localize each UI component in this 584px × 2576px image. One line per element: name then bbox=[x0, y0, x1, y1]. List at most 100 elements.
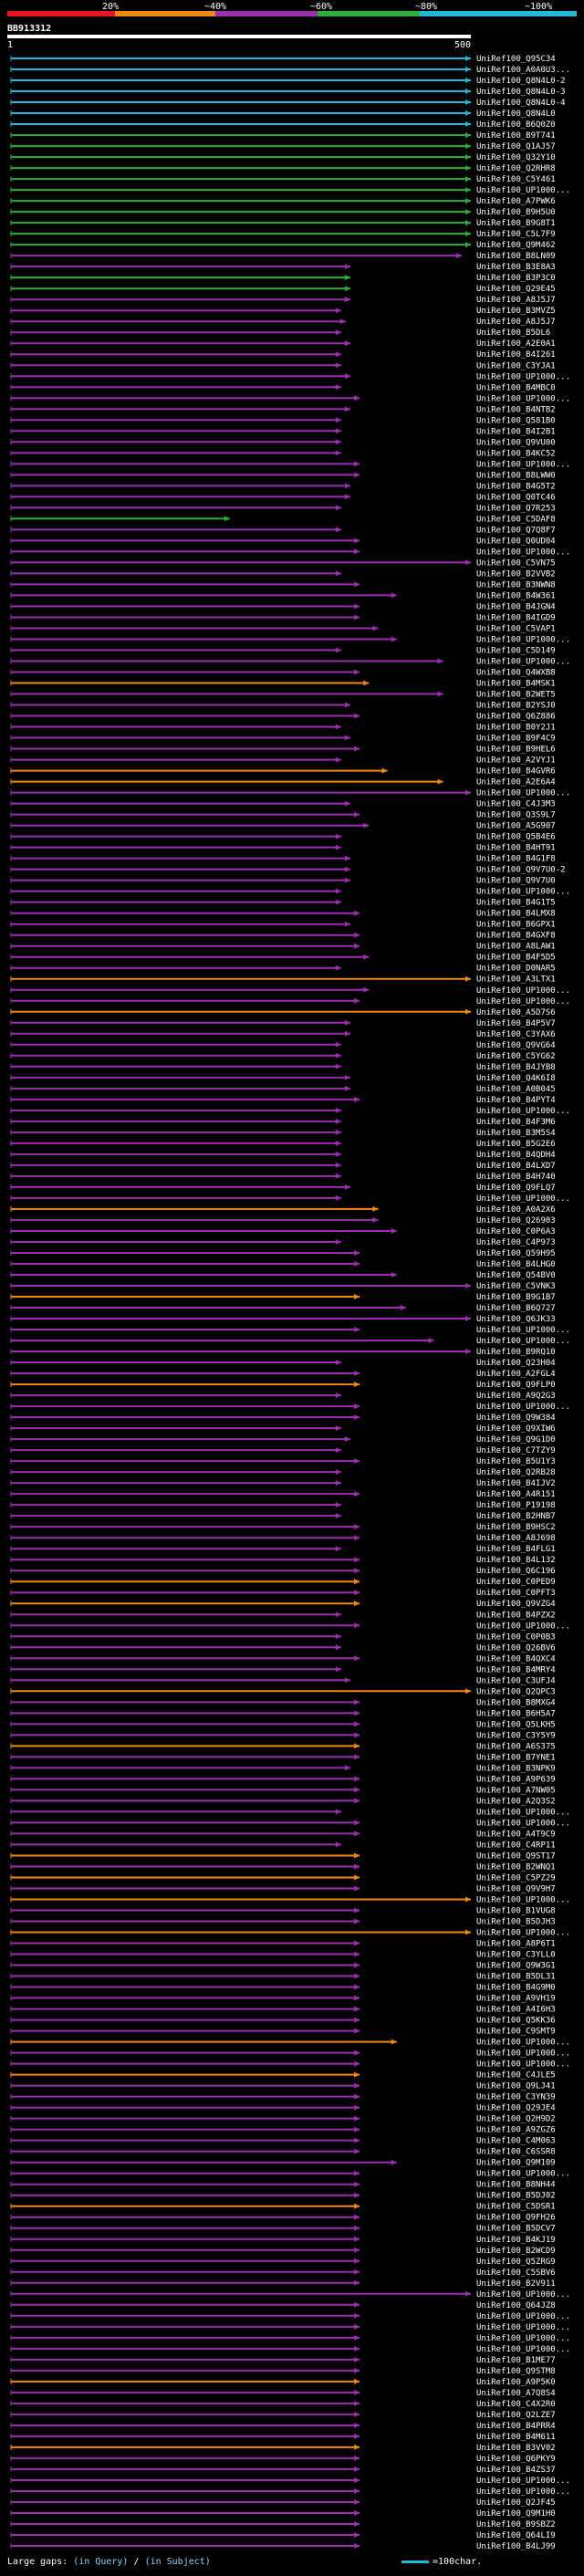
hit-label-179[interactable]: UniRef100_Q5KK36 bbox=[476, 2017, 556, 2026]
hit-label-223[interactable]: UniRef100_Q2JF45 bbox=[476, 2498, 556, 2508]
hit-label-227[interactable]: UniRef100_B4LJ99 bbox=[476, 2542, 556, 2551]
hit-label-105[interactable]: UniRef100_A0A2X6 bbox=[476, 1205, 556, 1215]
hit-label-116[interactable]: UniRef100_UP1000... bbox=[476, 1326, 570, 1335]
hit-label-176[interactable]: UniRef100_B4G9M0 bbox=[476, 1984, 556, 1993]
hit-label-66[interactable]: UniRef100_A2E6A4 bbox=[476, 778, 556, 787]
hit-label-22[interactable]: UniRef100_A8J5J7 bbox=[476, 296, 556, 305]
hit-label-55[interactable]: UniRef100_UP1000... bbox=[476, 657, 570, 666]
hit-label-208[interactable]: UniRef100_UP1000... bbox=[476, 2334, 570, 2343]
hit-label-189[interactable]: UniRef100_A9ZGZ6 bbox=[476, 2126, 556, 2135]
hit-label-98[interactable]: UniRef100_B3M5S4 bbox=[476, 1129, 556, 1138]
hit-label-71[interactable]: UniRef100_Q5B4E6 bbox=[476, 833, 556, 842]
hit-label-186[interactable]: UniRef100_C3YN39 bbox=[476, 2093, 556, 2102]
hit-label-81[interactable]: UniRef100_A8LAW1 bbox=[476, 943, 556, 952]
hit-label-61[interactable]: UniRef100_B0Y2J1 bbox=[476, 724, 556, 733]
hit-label-76[interactable]: UniRef100_UP1000... bbox=[476, 888, 570, 897]
hit-label-100[interactable]: UniRef100_B4QDH4 bbox=[476, 1151, 556, 1160]
hit-label-214[interactable]: UniRef100_C4X2R0 bbox=[476, 2400, 556, 2409]
hit-label-15[interactable]: UniRef100_B9G8T1 bbox=[476, 219, 556, 228]
hit-label-92[interactable]: UniRef100_B4JYB8 bbox=[476, 1063, 556, 1072]
hit-label-23[interactable]: UniRef100_B3MVZ5 bbox=[476, 307, 556, 316]
hit-label-202[interactable]: UniRef100_C5SBV6 bbox=[476, 2268, 556, 2278]
hit-label-36[interactable]: UniRef100_B4KC52 bbox=[476, 449, 556, 458]
hit-label-160[interactable]: UniRef100_UP1000... bbox=[476, 1808, 570, 1817]
hit-label-159[interactable]: UniRef100_A2Q3S2 bbox=[476, 1797, 556, 1806]
hit-label-148[interactable]: UniRef100_C3UFJ4 bbox=[476, 1676, 556, 1685]
hit-label-37[interactable]: UniRef100_UP1000... bbox=[476, 460, 570, 469]
hit-label-20[interactable]: UniRef100_B3P3C0 bbox=[476, 274, 556, 283]
hit-label-91[interactable]: UniRef100_C5YG62 bbox=[476, 1052, 556, 1061]
hit-label-216[interactable]: UniRef100_B4PRR4 bbox=[476, 2422, 556, 2431]
hit-label-97[interactable]: UniRef100_B4F3M6 bbox=[476, 1118, 556, 1127]
hit-label-161[interactable]: UniRef100_UP1000... bbox=[476, 1819, 570, 1828]
hit-label-109[interactable]: UniRef100_Q59H95 bbox=[476, 1249, 556, 1258]
hit-label-178[interactable]: UniRef100_A4I6H3 bbox=[476, 2006, 556, 2015]
hit-label-198[interactable]: UniRef100_B5DCV7 bbox=[476, 2225, 556, 2234]
hit-label-114[interactable]: UniRef100_B6Q727 bbox=[476, 1304, 556, 1313]
hit-label-14[interactable]: UniRef100_B9H5U0 bbox=[476, 208, 556, 217]
hit-label-210[interactable]: UniRef100_B1ME77 bbox=[476, 2356, 556, 2365]
hit-label-75[interactable]: UniRef100_Q9V7U0 bbox=[476, 877, 556, 886]
hit-label-141[interactable]: UniRef100_Q9VZG4 bbox=[476, 1600, 556, 1609]
hit-label-93[interactable]: UniRef100_Q4K6I8 bbox=[476, 1074, 556, 1083]
hit-label-43[interactable]: UniRef100_Q7Q8F7 bbox=[476, 526, 556, 535]
hit-label-49[interactable]: UniRef100_B4W361 bbox=[476, 591, 556, 600]
hit-label-103[interactable]: UniRef100_Q9FLQ7 bbox=[476, 1184, 556, 1193]
hit-label-89[interactable]: UniRef100_C3YAX6 bbox=[476, 1030, 556, 1039]
hit-label-170[interactable]: UniRef100_B5DJH3 bbox=[476, 1917, 556, 1926]
hit-label-90[interactable]: UniRef100_Q9VG64 bbox=[476, 1041, 556, 1050]
hit-label-68[interactable]: UniRef100_C4J3M3 bbox=[476, 800, 556, 809]
hit-label-45[interactable]: UniRef100_UP1000... bbox=[476, 548, 570, 557]
hit-label-200[interactable]: UniRef100_B2WCD9 bbox=[476, 2247, 556, 2256]
hit-label-121[interactable]: UniRef100_Q9FLP0 bbox=[476, 1381, 556, 1390]
hit-label-88[interactable]: UniRef100_B4P5V7 bbox=[476, 1019, 556, 1028]
hit-label-69[interactable]: UniRef100_Q3S9L7 bbox=[476, 811, 556, 820]
hit-label-108[interactable]: UniRef100_C4P973 bbox=[476, 1238, 556, 1247]
hit-label-79[interactable]: UniRef100_B6GPX1 bbox=[476, 921, 556, 930]
hit-label-1[interactable]: UniRef100_A0A0U3... bbox=[476, 66, 570, 75]
hit-label-158[interactable]: UniRef100_A7NW05 bbox=[476, 1786, 556, 1795]
hit-label-52[interactable]: UniRef100_C5VAP1 bbox=[476, 624, 556, 633]
hit-label-73[interactable]: UniRef100_B4G1F8 bbox=[476, 855, 556, 864]
hit-label-7[interactable]: UniRef100_B9T741 bbox=[476, 131, 556, 141]
hit-label-201[interactable]: UniRef100_Q5ZRG9 bbox=[476, 2258, 556, 2267]
hit-label-39[interactable]: UniRef100_B4G5T2 bbox=[476, 482, 556, 491]
hit-label-85[interactable]: UniRef100_UP1000... bbox=[476, 986, 570, 996]
hit-label-173[interactable]: UniRef100_C3YLL0 bbox=[476, 1951, 556, 1960]
hit-label-34[interactable]: UniRef100_B4I2B1 bbox=[476, 427, 556, 436]
hit-label-72[interactable]: UniRef100_B4HT91 bbox=[476, 844, 556, 853]
hit-label-196[interactable]: UniRef100_C5DSR1 bbox=[476, 2203, 556, 2212]
hit-label-207[interactable]: UniRef100_UP1000... bbox=[476, 2323, 570, 2332]
hit-label-119[interactable]: UniRef100_Q23H04 bbox=[476, 1359, 556, 1368]
hit-label-149[interactable]: UniRef100_Q2QPC3 bbox=[476, 1687, 556, 1696]
hit-label-107[interactable]: UniRef100_C0P6A3 bbox=[476, 1227, 556, 1236]
hit-label-128[interactable]: UniRef100_B5U1Y3 bbox=[476, 1457, 556, 1466]
hit-label-213[interactable]: UniRef100_A7Q8S4 bbox=[476, 2389, 556, 2398]
hit-label-167[interactable]: UniRef100_Q9V9H7 bbox=[476, 1884, 556, 1893]
hit-label-63[interactable]: UniRef100_B9HEL6 bbox=[476, 746, 556, 755]
hit-label-126[interactable]: UniRef100_Q9G1D0 bbox=[476, 1435, 556, 1444]
hit-label-96[interactable]: UniRef100_UP1000... bbox=[476, 1107, 570, 1116]
hit-label-140[interactable]: UniRef100_C0PFT3 bbox=[476, 1589, 556, 1598]
hit-label-99[interactable]: UniRef100_B5G2E6 bbox=[476, 1140, 556, 1149]
hit-label-185[interactable]: UniRef100_Q9LJ41 bbox=[476, 2082, 556, 2091]
hit-label-125[interactable]: UniRef100_Q9XIW6 bbox=[476, 1424, 556, 1434]
hit-label-28[interactable]: UniRef100_C3YJA1 bbox=[476, 361, 556, 370]
hit-label-130[interactable]: UniRef100_B4IJV2 bbox=[476, 1479, 556, 1488]
hit-label-6[interactable]: UniRef100_B6Q0Z0 bbox=[476, 120, 556, 130]
hit-label-29[interactable]: UniRef100_UP1000... bbox=[476, 372, 570, 381]
hit-label-166[interactable]: UniRef100_C5PZ29 bbox=[476, 1873, 556, 1882]
hit-label-31[interactable]: UniRef100_UP1000... bbox=[476, 394, 570, 403]
hit-label-127[interactable]: UniRef100_C7TZY9 bbox=[476, 1446, 556, 1455]
hit-label-42[interactable]: UniRef100_C5DAF8 bbox=[476, 515, 556, 524]
hit-label-54[interactable]: UniRef100_C5D149 bbox=[476, 646, 556, 655]
hit-label-19[interactable]: UniRef100_B3E8A3 bbox=[476, 263, 556, 272]
hit-label-12[interactable]: UniRef100_UP1000... bbox=[476, 186, 570, 195]
hit-label-59[interactable]: UniRef100_B2YSJ0 bbox=[476, 702, 556, 711]
hit-label-151[interactable]: UniRef100_B6H5A7 bbox=[476, 1709, 556, 1718]
hit-label-184[interactable]: UniRef100_C4JLE5 bbox=[476, 2071, 556, 2081]
hit-label-220[interactable]: UniRef100_B4ZS37 bbox=[476, 2466, 556, 2475]
hit-label-50[interactable]: UniRef100_B4JGN4 bbox=[476, 602, 556, 611]
hit-label-35[interactable]: UniRef100_Q9VU00 bbox=[476, 438, 556, 447]
hit-label-206[interactable]: UniRef100_UP1000... bbox=[476, 2312, 570, 2321]
